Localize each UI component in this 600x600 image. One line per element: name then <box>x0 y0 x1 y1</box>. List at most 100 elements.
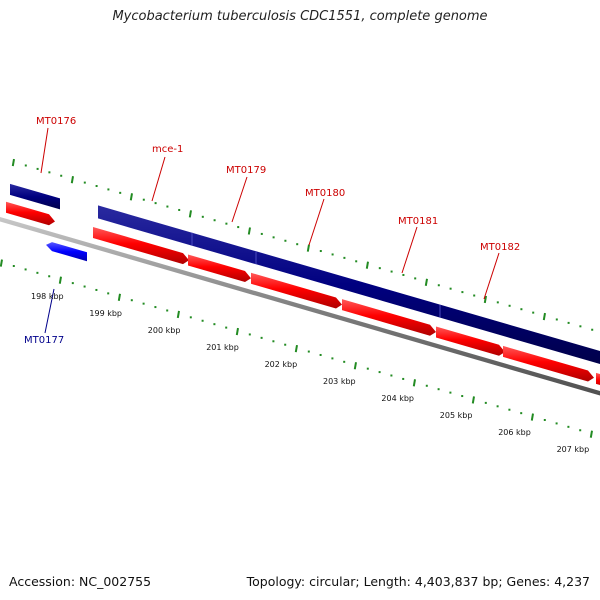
outer-ring-minor-tick <box>331 253 334 256</box>
inner-ring-major-tick <box>176 310 180 319</box>
label-layer: MT0176 mce-1 MT0179 MT0180 MT0181 MT0182 MT017… <box>24 116 589 454</box>
outer-ring-minor-tick <box>508 304 511 307</box>
outer-ring-minor-tick <box>390 270 393 273</box>
inner-ring-minor-tick <box>508 408 511 411</box>
outer-ring-major-tick <box>129 193 133 201</box>
outer-ring-major-tick <box>306 244 310 252</box>
inner-ring-minor-tick <box>201 319 204 322</box>
inner-ring-major-tick <box>412 379 416 387</box>
outer-ring-minor-tick <box>166 205 169 208</box>
kbp-label: 206 kbp <box>498 428 531 437</box>
forward-gene-arrow <box>188 254 251 283</box>
outer-ring-minor-tick <box>402 273 405 276</box>
inner-ring-minor-tick <box>12 265 15 268</box>
gene-label-leader <box>308 198 325 246</box>
gene-label-leader <box>401 226 418 274</box>
kbp-label: 207 kbp <box>557 445 590 454</box>
inner-ring-minor-tick <box>555 422 558 425</box>
inner-ring-minor-tick <box>402 377 405 380</box>
gene-label-leader <box>151 156 166 202</box>
inner-ring-major-tick <box>58 276 62 284</box>
outer-ring-major-tick <box>247 227 251 235</box>
topology-text: Topology: circular; Length: 4,403,837 bp… <box>246 574 590 589</box>
gene-label-mt0181: MT0181 <box>398 216 438 227</box>
outer-ring-minor-tick <box>24 164 27 167</box>
inner-ring-major-tick <box>589 430 593 438</box>
gene-label-leader <box>483 252 500 300</box>
outer-ring-minor-tick <box>225 222 228 225</box>
outer-ring-minor-tick <box>378 267 381 270</box>
gene-label-mt0176: MT0176 <box>36 116 76 127</box>
outer-ring-minor-tick <box>178 208 181 211</box>
inner-ring-minor-tick <box>567 425 570 428</box>
outer-ring-minor-tick <box>260 232 263 235</box>
gene-label-mce-1: mce-1 <box>152 144 183 155</box>
inner-ring-minor-tick <box>543 418 546 421</box>
outer-ring-minor-tick <box>48 171 51 174</box>
gene-label-mt0179: MT0179 <box>226 165 266 176</box>
outer-ring-minor-tick <box>319 250 322 253</box>
kbp-label: 203 kbp <box>323 377 356 386</box>
inner-ring-minor-tick <box>284 343 287 346</box>
gene-label-mt0177: MT0177 <box>24 335 64 346</box>
outer-ring-minor-tick <box>36 167 39 170</box>
inner-ring-minor-tick <box>520 412 523 415</box>
gene-label-leader <box>40 127 49 174</box>
outer-ring-minor-tick <box>95 185 98 188</box>
inner-ring-minor-tick <box>130 299 133 302</box>
inner-ring-major-tick <box>117 293 121 301</box>
inner-ring-minor-tick <box>484 401 487 404</box>
reverse-gene-arrow <box>46 242 87 262</box>
tick-layer <box>0 158 594 438</box>
gene-label-leader <box>231 176 248 223</box>
inner-ring-minor-tick <box>213 323 216 326</box>
kbp-label: 204 kbp <box>381 394 414 403</box>
outer-ring-minor-tick <box>272 236 275 239</box>
outer-ring-minor-tick <box>555 318 558 321</box>
kbp-label: 201 kbp <box>206 343 239 352</box>
inner-ring-major-tick <box>294 344 298 353</box>
outer-ring-minor-tick <box>119 191 122 194</box>
map-title: Mycobacterium tuberculosis CDC1551, comp… <box>112 9 488 24</box>
inner-ring-minor-tick <box>331 357 334 360</box>
gene-layer <box>6 183 600 385</box>
inner-ring-major-tick <box>235 327 239 336</box>
outer-ring-minor-tick <box>343 256 346 259</box>
forward-gene-arrow <box>436 326 505 356</box>
outer-ring-minor-tick <box>532 311 535 314</box>
kbp-label: 200 kbp <box>148 326 181 335</box>
outer-ring-minor-tick <box>213 219 216 222</box>
outer-ring-minor-tick <box>201 215 204 218</box>
inner-ring-major-tick <box>353 362 357 370</box>
inner-ring-minor-tick <box>343 360 346 363</box>
outer-ring-minor-tick <box>579 325 582 328</box>
gene-label-mt0180: MT0180 <box>305 188 345 199</box>
inner-ring-minor-tick <box>166 309 169 312</box>
inner-ring-major-tick <box>471 396 475 404</box>
outer-ring-major-tick <box>70 176 74 184</box>
inner-ring-minor-tick <box>390 374 393 377</box>
outer-ring-minor-tick <box>60 174 63 177</box>
inner-ring-minor-tick <box>579 429 582 432</box>
outer-ring-major-tick <box>424 278 428 286</box>
inner-ring-minor-tick <box>248 333 251 336</box>
inner-ring-minor-tick <box>189 316 192 319</box>
forward-gene-arrow <box>342 299 436 336</box>
genome-backbone <box>0 217 600 396</box>
outer-ring-minor-tick <box>437 284 440 287</box>
inner-ring-major-tick <box>0 259 3 267</box>
inner-ring-minor-tick <box>107 292 110 295</box>
inner-ring-minor-tick <box>319 353 322 356</box>
inner-ring-minor-tick <box>272 340 275 343</box>
outer-ring-minor-tick <box>449 287 452 290</box>
operon-band-left <box>10 183 60 210</box>
inner-ring-minor-tick <box>48 275 51 278</box>
inner-ring-minor-tick <box>449 391 452 394</box>
inner-ring-minor-tick <box>307 350 310 353</box>
inner-ring-minor-tick <box>260 336 263 339</box>
outer-ring-minor-tick <box>107 188 110 191</box>
outer-ring-minor-tick <box>520 308 523 311</box>
outer-ring-minor-tick <box>237 226 240 229</box>
inner-ring-minor-tick <box>36 271 39 274</box>
